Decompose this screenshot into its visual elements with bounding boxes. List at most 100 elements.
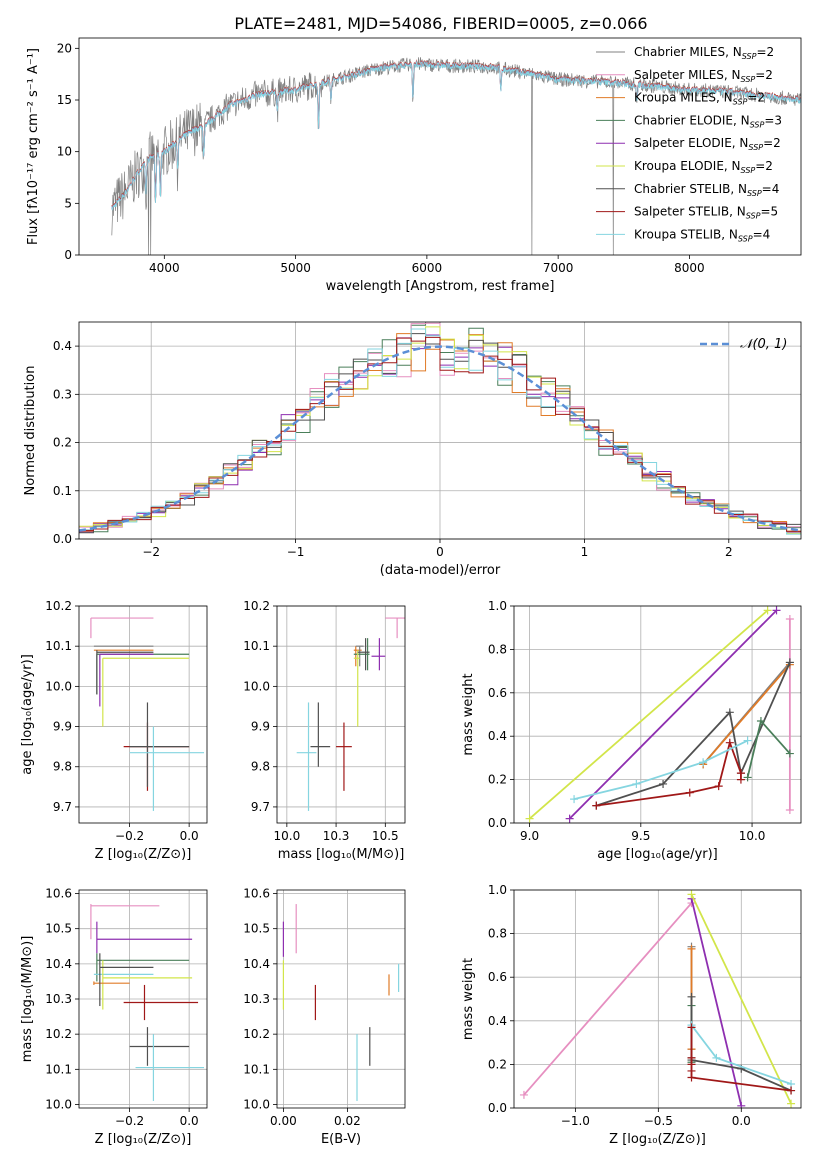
- legend-entry-n: =2: [755, 68, 773, 82]
- weight-series-line: [690, 898, 743, 1107]
- legend-entry: Chabrier STELIB, NSSP=4: [634, 182, 779, 198]
- errorbar-point: [123, 984, 199, 1021]
- y-tick-label: 0.2: [488, 773, 507, 787]
- y-tick-label: 0.1: [53, 484, 72, 498]
- x-axis-label: Z [log₁₀(Z/Z⊙)]: [95, 1132, 192, 1147]
- x-tick-label: 5000: [280, 261, 311, 275]
- legend-entry: Kroupa ELODIE, NSSP=2: [634, 159, 773, 175]
- x-axis-label: E(B-V): [321, 1132, 361, 1147]
- y-tick-label: 0.3: [53, 387, 72, 401]
- errorbar-point: [296, 702, 317, 811]
- y-axis-label: Flux [fλ10⁻¹⁷ erg cm⁻² s⁻¹ A⁻¹]: [26, 48, 41, 245]
- weight-point-marker: [756, 717, 765, 726]
- weight-point-marker: [785, 615, 794, 624]
- weight-point-marker: [743, 773, 752, 782]
- histogram-series: [79, 326, 801, 534]
- y-tick-label: 10.6: [45, 887, 72, 901]
- x-tick-label: −1.0: [561, 1114, 590, 1128]
- legend-entry-n: =2: [763, 136, 781, 150]
- weight-point-marker: [687, 1023, 696, 1032]
- errorbar-point: [135, 1034, 205, 1101]
- errorbar-point: [99, 953, 154, 1007]
- y-tick-label: 0.0: [53, 532, 72, 546]
- legend-entry: Salpeter STELIB, NSSP=5: [634, 205, 778, 221]
- weight-point-marker: [565, 814, 574, 823]
- age-vs-mass-plot-area: [296, 617, 405, 811]
- age-vs-mass-panel: 10.0 10.3 10.5 9.7 9.8 9.9 10.0 10.1 10.2 mass [l…: [243, 599, 406, 862]
- weight-point-marker: [787, 1099, 796, 1108]
- y-tick-label: 0: [64, 248, 72, 262]
- weight-point-marker: [525, 814, 534, 823]
- legend-entry-n: =2: [747, 91, 765, 105]
- legend-entry-name: Salpeter STELIB, N: [634, 205, 746, 219]
- legend-entry-n: =3: [764, 113, 782, 127]
- x-tick-label: −0.2: [115, 1114, 144, 1128]
- errorbar-point: [355, 645, 364, 667]
- y-tick-label: 10.1: [243, 1062, 270, 1076]
- legend-entry-name: Chabrier ELODIE, N: [634, 113, 750, 127]
- y-axis-label: mass weight: [461, 673, 476, 755]
- legend-entry-sub: SSP: [747, 189, 762, 198]
- y-tick-label: 10.5: [243, 922, 270, 936]
- errorbar-point: [310, 702, 331, 767]
- y-tick-label: 9.8: [53, 760, 72, 774]
- legend-entry-n: =2: [755, 159, 773, 173]
- errorbar-point: [96, 653, 190, 695]
- weight-point-marker: [785, 749, 794, 758]
- y-tick-label: 10.1: [45, 1062, 72, 1076]
- legend-entry-sub: SSP: [746, 212, 761, 221]
- weight-point-marker: [737, 1101, 746, 1108]
- y-tick-label: 5: [64, 196, 72, 210]
- weight-series-line: [690, 893, 792, 1105]
- weight-point-marker: [785, 658, 794, 667]
- x-axis-label: Z [log₁₀(Z/Z⊙)]: [95, 847, 192, 862]
- x-tick-label: 9.5: [631, 829, 650, 843]
- x-axis-label: Z [log₁₀(Z/Z⊙)]: [609, 1132, 706, 1147]
- weight-point-marker: [699, 758, 708, 767]
- x-tick-label: 0.0: [732, 1114, 751, 1128]
- mass-vs-EBV-panel: 0.00 0.02 10.0 10.1 10.2 10.3 10.4 10.5 10.6 E(B-…: [243, 887, 406, 1147]
- x-axis-label: mass [log₁₀(M/M⊙)]: [278, 847, 405, 862]
- x-tick-label: 9.0: [520, 829, 539, 843]
- age-vs-Z-panel: −0.2 0.0 9.7 9.8 9.9 10.0 10.1 10.2 Z [log₁₀(Z/Z…: [20, 599, 208, 862]
- y-axis-label: mass weight: [461, 958, 476, 1040]
- y-tick-label: 10.6: [243, 887, 270, 901]
- weight-point-marker: [725, 738, 734, 747]
- weight-series-line: [573, 739, 748, 801]
- mass-vs-Z-plot-area: [90, 904, 205, 1101]
- weight-point-marker: [714, 782, 723, 791]
- legend-entry: Chabrier ELODIE, NSSP=3: [634, 113, 782, 129]
- model-spectrum-line: [111, 60, 801, 211]
- weight-point-marker: [725, 708, 734, 717]
- x-tick-label: 10.3: [323, 829, 350, 843]
- residuals-panel: −2 −1 0 1 2 0.0 0.1 0.2 0.3 0.4 (data-model)/error…: [23, 321, 802, 578]
- legend-entry-sub: SSP: [738, 234, 753, 243]
- y-tick-label: 1.0: [488, 883, 507, 897]
- spectrum-plot-area: [111, 57, 801, 255]
- y-tick-label: 0.8: [488, 927, 507, 941]
- errorbar-point: [102, 657, 190, 727]
- x-axis-label: age [log₁₀(age/yr)]: [597, 847, 718, 862]
- y-tick-label: 10.0: [243, 1097, 270, 1111]
- y-tick-label: 0.4: [53, 339, 72, 353]
- weight-point-marker: [687, 1073, 696, 1082]
- weight-vs-age-panel: 9.0 9.5 10.0 0.0 0.2 0.4 0.6 0.8 1.0 age [log₁₀(a…: [461, 599, 802, 862]
- y-tick-label: 10: [57, 145, 72, 159]
- y-axis-label: mass [log₁₀(M/M⊙)]: [20, 936, 35, 1063]
- errorbar-point: [353, 650, 360, 727]
- y-tick-label: 0.4: [488, 729, 507, 743]
- y-tick-label: 1.0: [488, 599, 507, 613]
- y-tick-label: 10.2: [243, 1027, 270, 1041]
- observed-spectrum-line: [111, 57, 801, 255]
- legend-entry-sub: SSP: [750, 120, 765, 129]
- mass-vs-Z-panel: −0.2 0.0 10.0 10.1 10.2 10.3 10.4 10.5 10.6 Z [lo…: [20, 887, 208, 1147]
- errorbar-point: [96, 650, 154, 695]
- y-tick-label: 0.8: [488, 642, 507, 656]
- weight-point-marker: [685, 788, 694, 797]
- errorbar-point: [96, 921, 193, 954]
- errorbar-point: [96, 953, 190, 982]
- x-tick-label: 10.0: [273, 829, 300, 843]
- weight-point-marker: [570, 795, 579, 804]
